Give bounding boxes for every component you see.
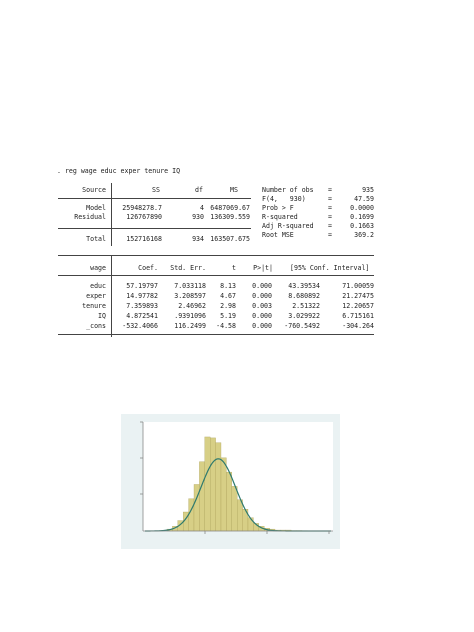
anova-header-df: df: [195, 186, 203, 194]
command-line: . reg wage educ exper tenure IQ: [57, 167, 181, 175]
coef-header-var: wage: [90, 264, 106, 272]
anova-header-source: Source: [82, 186, 106, 194]
histogram-bar: [231, 486, 238, 532]
histogram-bar: [247, 517, 254, 532]
histogram-bar: [215, 442, 222, 532]
anova-header-ss: SS: [152, 186, 160, 194]
histogram-bar: [237, 499, 243, 532]
histogram-bars: [166, 436, 319, 532]
axis-ticks: [140, 421, 330, 534]
coef-header-ci: [95% Conf. Interval]: [290, 264, 370, 272]
residual-histogram: [121, 414, 340, 549]
anova-header-ms: MS: [230, 186, 238, 194]
histogram-bar: [199, 461, 205, 532]
histogram-bar: [220, 457, 227, 532]
coef-header-coef: Coef.: [138, 264, 158, 272]
histogram-bar: [188, 498, 195, 532]
histogram-bar: [210, 437, 216, 532]
histogram-bar: [193, 484, 200, 532]
coef-header-t: t: [232, 264, 236, 272]
coef-header-se: Std. Err.: [170, 264, 206, 272]
histogram-bar: [226, 471, 232, 532]
coef-header-p: P>|t|: [253, 264, 273, 272]
histogram-bar: [204, 436, 211, 532]
